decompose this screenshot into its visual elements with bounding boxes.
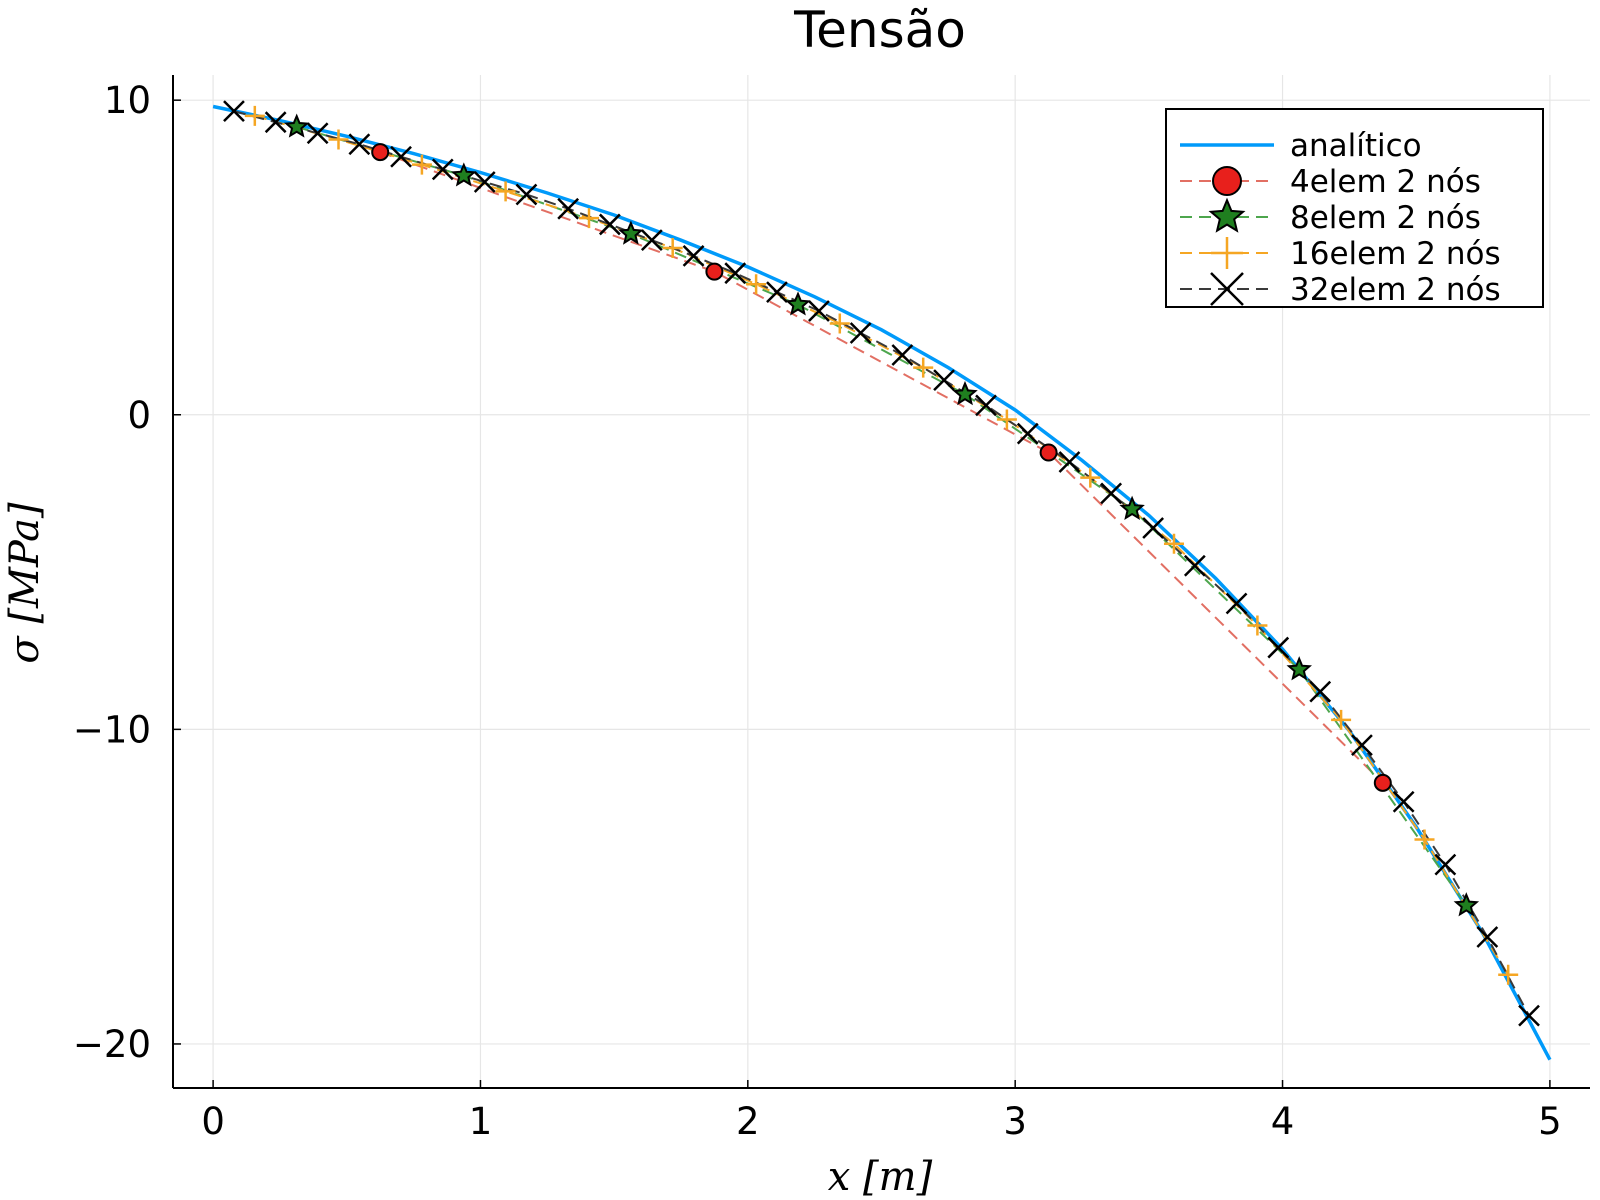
data-point-4 [1434, 853, 1457, 876]
data-point-4 [1476, 926, 1499, 948]
data-point-3 [746, 274, 767, 295]
legend-marker-2 [1208, 197, 1246, 233]
series-line-1 [379, 151, 1384, 784]
legend-marker-3 [1211, 237, 1243, 269]
data-point-4 [1058, 451, 1081, 473]
data-point-4 [1309, 680, 1332, 703]
x-tick-label: 4 [1271, 1100, 1295, 1143]
y-tick-label: −10 [73, 708, 151, 751]
x-axis-label: x [m] [828, 1154, 933, 1200]
data-point-2 [618, 220, 644, 245]
data-point-4 [849, 322, 872, 344]
y-tick-label: 0 [127, 394, 151, 437]
data-point-3 [1080, 467, 1101, 488]
data-point-2 [1286, 656, 1312, 681]
data-point-4 [1392, 790, 1415, 813]
x-tick-label: 0 [201, 1100, 225, 1143]
data-point-3 [244, 105, 265, 126]
data-point-4 [473, 171, 496, 193]
data-point-4 [306, 122, 329, 145]
data-point-3 [579, 208, 600, 229]
data-point-3 [996, 409, 1017, 430]
data-point-2 [451, 162, 477, 187]
data-point-4 [515, 183, 538, 206]
data-point-4 [223, 100, 245, 123]
y-axis-label: σ [MPa] [2, 502, 48, 664]
data-point-4 [1267, 636, 1290, 659]
data-point-4 [1518, 1004, 1540, 1027]
axes [172, 75, 1590, 1089]
data-point-4 [598, 213, 621, 236]
data-point-3 [411, 154, 432, 175]
legend-marker-1 [1212, 166, 1242, 196]
data-point-3 [1163, 533, 1184, 554]
data-point-4 [1100, 482, 1123, 505]
series-line-2 [296, 125, 1468, 907]
data-point-3 [1498, 964, 1519, 985]
x-tick-label: 5 [1538, 1100, 1562, 1143]
data-point-4 [390, 145, 412, 168]
x-tick-label: 3 [1003, 1100, 1027, 1143]
data-point-1 [705, 262, 724, 281]
chart-title: Tensão [793, 1, 966, 59]
data-point-4 [933, 369, 955, 392]
data-point-4 [557, 197, 580, 220]
legend-marker-4 [1210, 272, 1244, 306]
data-point-3 [662, 238, 683, 259]
data-point-4 [431, 158, 454, 181]
data-point-2 [1453, 892, 1480, 917]
data-point-4 [1142, 517, 1165, 539]
data-point-1 [1373, 773, 1392, 792]
legend-entry-0: analítico [1290, 128, 1422, 164]
data-point-4 [766, 281, 788, 303]
legend-entry-2: 8elem 2 nós [1290, 200, 1481, 236]
data-point-4 [975, 394, 997, 417]
data-point-4 [264, 111, 287, 134]
data-point-1 [1039, 443, 1058, 462]
data-point-4 [808, 300, 830, 322]
x-tick-label: 1 [469, 1100, 493, 1143]
y-tick-label: 10 [104, 79, 151, 122]
data-point-4 [348, 133, 371, 156]
grid-lines [173, 75, 1590, 1088]
legend-entry-1: 4elem 2 nós [1290, 164, 1481, 200]
data-point-3 [1414, 829, 1435, 850]
legend-entry-4: 32elem 2 nós [1290, 272, 1501, 308]
data-point-3 [1331, 709, 1352, 730]
data-point-3 [495, 181, 516, 202]
data-point-2 [952, 380, 978, 406]
data-point-2 [785, 291, 811, 316]
data-point-4 [1183, 554, 1206, 577]
data-point-3 [829, 313, 850, 334]
data-point-2 [1119, 495, 1145, 521]
data-point-2 [283, 113, 310, 138]
data-point-4 [682, 245, 705, 267]
tick-labels: 0 1 2 3 4 5 −20 −10 0 10 [73, 79, 1562, 1143]
y-tick-label: −20 [73, 1023, 151, 1066]
data-point-4 [640, 229, 663, 252]
data-point-1 [371, 143, 390, 162]
data-point-3 [1247, 615, 1268, 636]
plot-area [212, 100, 1552, 1061]
data-point-4 [1351, 734, 1373, 756]
data-point-3 [913, 357, 934, 378]
data-point-4 [1225, 592, 1248, 615]
data-point-4 [724, 262, 747, 285]
data-point-4 [1016, 422, 1039, 445]
data-point-3 [328, 129, 349, 150]
legend-entry-3: 16elem 2 nós [1290, 236, 1501, 272]
data-point-4 [891, 344, 914, 366]
x-tick-label: 2 [736, 1100, 760, 1143]
